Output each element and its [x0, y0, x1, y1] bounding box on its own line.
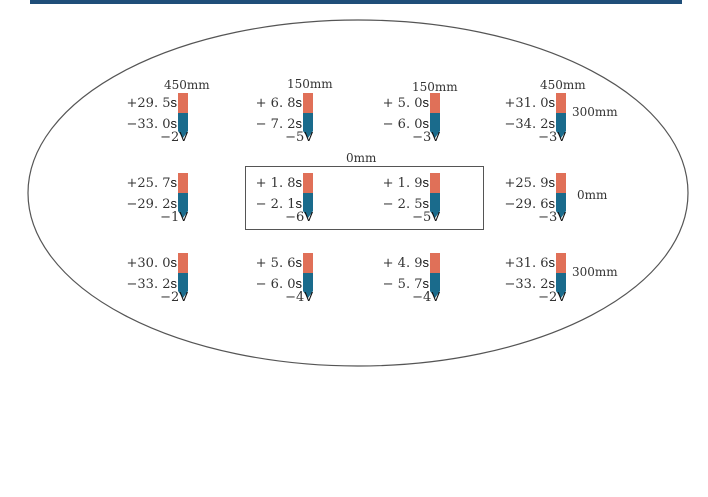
negative-bar [178, 273, 188, 291]
positive-time: + 4. 9s [382, 255, 429, 271]
positive-time: + 5. 6s [255, 255, 302, 271]
voltage: −3V [412, 129, 440, 145]
arrow-down-icon [556, 291, 566, 298]
negative-bar [556, 193, 566, 211]
positive-time: + 1. 8s [255, 175, 302, 191]
voltage: −4V [285, 289, 313, 305]
positive-bar [303, 253, 313, 273]
label-col2-top: 150mm [287, 77, 333, 91]
negative-bar [178, 193, 188, 211]
label-col3-top: 150mm [412, 80, 458, 94]
arrow-down-icon [178, 211, 188, 218]
positive-time: +25. 7s [126, 175, 177, 191]
label-right-row2: 0mm [577, 188, 608, 202]
positive-bar [178, 93, 188, 113]
negative-time: −33. 2s [126, 276, 177, 292]
positive-bar [430, 253, 440, 273]
arrow-down-icon [303, 291, 313, 298]
negative-time: − 7. 2s [255, 116, 302, 132]
positive-bar [556, 173, 566, 193]
negative-time: − 6. 0s [255, 276, 302, 292]
voltage: −2V [160, 289, 188, 305]
arrow-down-icon [178, 291, 188, 298]
positive-bar [178, 253, 188, 273]
arrow-down-icon [303, 211, 313, 218]
top-bar [30, 0, 682, 4]
negative-bar [556, 113, 566, 131]
voltage: −4V [412, 289, 440, 305]
negative-time: −29. 6s [504, 196, 555, 212]
voltage: −5V [412, 209, 440, 225]
negative-bar [430, 273, 440, 291]
negative-bar [303, 273, 313, 291]
negative-time: − 5. 7s [382, 276, 429, 292]
negative-time: − 2. 1s [255, 196, 302, 212]
positive-bar [556, 93, 566, 113]
negative-bar [556, 273, 566, 291]
arrow-down-icon [430, 211, 440, 218]
arrow-down-icon [556, 211, 566, 218]
positive-bar [303, 93, 313, 113]
arrow-down-icon [556, 131, 566, 138]
voltage: −6V [285, 209, 313, 225]
positive-bar [178, 173, 188, 193]
negative-time: − 2. 5s [382, 196, 429, 212]
label-col4-top: 450mm [540, 78, 586, 92]
voltage: −2V [538, 289, 566, 305]
positive-bar [303, 173, 313, 193]
negative-bar [430, 193, 440, 211]
positive-bar [556, 253, 566, 273]
voltage: −2V [160, 129, 188, 145]
label-right-row1: 300mm [572, 105, 618, 119]
positive-time: +25. 9s [504, 175, 555, 191]
voltage: −1V [160, 209, 188, 225]
center-box [245, 166, 484, 230]
negative-bar [430, 113, 440, 131]
negative-bar [178, 113, 188, 131]
negative-time: −29. 2s [126, 196, 177, 212]
positive-time: + 6. 8s [255, 95, 302, 111]
positive-time: +31. 6s [504, 255, 555, 271]
arrow-down-icon [430, 131, 440, 138]
negative-time: −34. 2s [504, 116, 555, 132]
arrow-down-icon [303, 131, 313, 138]
negative-bar [303, 113, 313, 131]
negative-time: − 6. 0s [382, 116, 429, 132]
positive-time: +30. 0s [126, 255, 177, 271]
voltage: −3V [538, 209, 566, 225]
negative-bar [303, 193, 313, 211]
positive-time: + 5. 0s [382, 95, 429, 111]
arrow-down-icon [430, 291, 440, 298]
negative-time: −33. 2s [504, 276, 555, 292]
positive-bar [430, 173, 440, 193]
negative-time: −33. 0s [126, 116, 177, 132]
positive-time: +29. 5s [126, 95, 177, 111]
label-center: 0mm [346, 151, 377, 165]
positive-bar [430, 93, 440, 113]
positive-time: +31. 0s [504, 95, 555, 111]
positive-time: + 1. 9s [382, 175, 429, 191]
voltage: −3V [538, 129, 566, 145]
label-right-row3: 300mm [572, 265, 618, 279]
arrow-down-icon [178, 131, 188, 138]
voltage: −5V [285, 129, 313, 145]
label-col1-top: 450mm [164, 78, 210, 92]
